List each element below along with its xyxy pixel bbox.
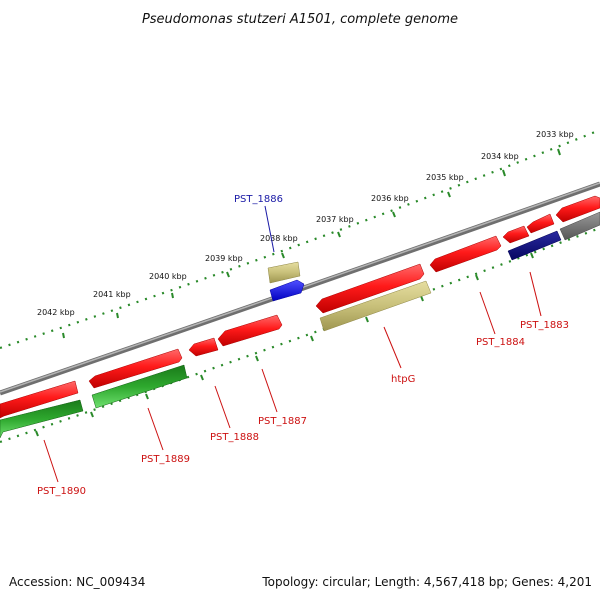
- gene-feature[interactable]: [502, 225, 530, 244]
- inner-major-ticks: [35, 252, 534, 437]
- gene-feature[interactable]: [88, 348, 183, 389]
- gene-feature[interactable]: [526, 213, 555, 234]
- gene-feature[interactable]: [319, 280, 432, 332]
- kbp-label: 2037 kbp: [316, 215, 354, 224]
- gene-feature[interactable]: [0, 399, 84, 439]
- kbp-label: 2033 kbp: [536, 130, 574, 139]
- accession-text: Accession: NC_009434: [9, 575, 145, 589]
- topology-text: Topology: circular; Length: 4,567,418 bp…: [261, 575, 592, 589]
- kbp-label: 2042 kbp: [37, 308, 75, 317]
- features-reverse: [0, 211, 600, 439]
- kbp-label: 2039 kbp: [205, 254, 243, 263]
- kbp-label: 2041 kbp: [93, 290, 131, 299]
- gene-feature[interactable]: [217, 314, 283, 347]
- outer-major-ticks: [62, 148, 561, 339]
- kbp-label: 2035 kbp: [426, 173, 464, 182]
- gene-feature[interactable]: [315, 263, 425, 314]
- gene-labels: PST_1886 htpG PST_1884 PST_1883 PST_1887…: [37, 194, 569, 497]
- kbp-label: 2038 kbp: [260, 234, 298, 243]
- label-leaders: [43, 205, 542, 483]
- features-forward: [0, 195, 600, 419]
- gene-feature[interactable]: [429, 235, 502, 273]
- gene-feature[interactable]: [269, 279, 305, 302]
- gene-label-pst1883[interactable]: PST_1883: [520, 320, 569, 331]
- gene-label-pst1887[interactable]: PST_1887: [258, 416, 307, 427]
- gene-feature[interactable]: [507, 230, 562, 261]
- gene-label-pst1886[interactable]: PST_1886: [234, 194, 283, 205]
- gene-label-pst1890[interactable]: PST_1890: [37, 486, 86, 497]
- gene-label-pst1884[interactable]: PST_1884: [476, 337, 525, 348]
- gene-feature[interactable]: [0, 380, 79, 419]
- gene-feature[interactable]: [555, 195, 600, 223]
- gene-feature[interactable]: [188, 337, 219, 357]
- kbp-label: 2034 kbp: [481, 152, 519, 161]
- kbp-label: 2040 kbp: [149, 272, 187, 281]
- gene-feature[interactable]: [559, 211, 600, 241]
- gene-label-htpg[interactable]: htpG: [391, 374, 415, 385]
- gene-label-pst1889[interactable]: PST_1889: [141, 454, 190, 465]
- gene-feature[interactable]: [91, 364, 188, 409]
- kbp-labels: 2042 kbp 2041 kbp 2040 kbp 2039 kbp 2038…: [37, 130, 574, 317]
- inner-scale-ring: [0, 226, 600, 444]
- kbp-label: 2036 kbp: [371, 194, 409, 203]
- map-title: Pseudomonas stutzeri A1501, complete gen…: [142, 12, 458, 27]
- gene-feature[interactable]: [267, 261, 301, 284]
- gene-label-pst1888[interactable]: PST_1888: [210, 432, 259, 443]
